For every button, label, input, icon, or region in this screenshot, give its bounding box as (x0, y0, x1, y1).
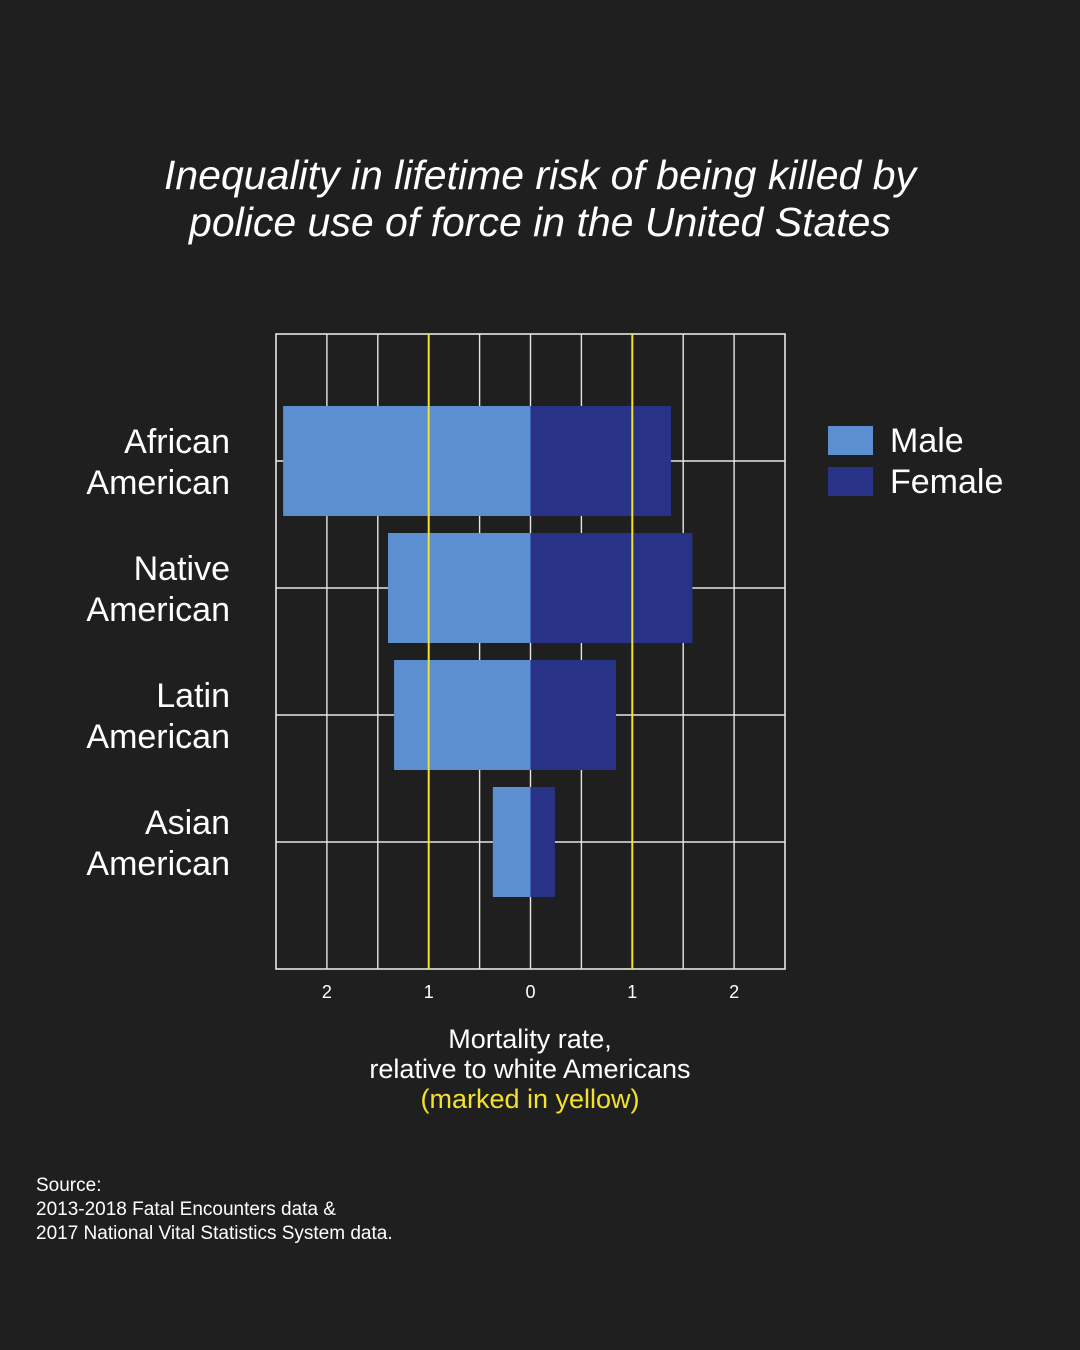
chart-title: Inequality in lifetime risk of being kil… (60, 152, 1020, 246)
source-line-1: Source: (36, 1175, 102, 1196)
bar-female (530, 787, 555, 897)
bar-male (387, 533, 531, 643)
bar-male (283, 406, 531, 516)
chart-canvas: AfricanAmericanNativeAmericanLatinAmeric… (86, 333, 1003, 1002)
legend-swatch-male (828, 426, 873, 455)
x-tick-label: 1 (627, 982, 637, 1002)
plot-frame (275, 333, 786, 970)
x-tick-label: 2 (322, 982, 332, 1002)
category-label: African (124, 423, 230, 461)
x-tick-label: 1 (424, 982, 434, 1002)
source-line-3: 2017 National Vital Statistics System da… (36, 1223, 393, 1244)
legend-swatch-female (828, 467, 873, 496)
bar-male (394, 660, 531, 770)
category-label: Native (134, 550, 230, 588)
x-axis-title-line-3: (marked in yellow) (420, 1084, 640, 1114)
category-label: Latin (156, 677, 230, 715)
legend-label-male: Male (890, 422, 964, 460)
category-label: American (86, 845, 230, 883)
source-line-2: 2013-2018 Fatal Encounters data & (36, 1199, 336, 1220)
x-axis-title-line-2: relative to white Americans (369, 1054, 691, 1084)
x-tick-label: 2 (729, 982, 739, 1002)
category-label: American (86, 718, 230, 756)
x-axis-title-line-1: Mortality rate, (448, 1024, 612, 1054)
x-axis-title: Mortality rate, relative to white Americ… (280, 1024, 780, 1114)
chart-title-line-1: Inequality in lifetime risk of being kil… (163, 152, 917, 198)
source-note: Source: 2013-2018 Fatal Encounters data … (36, 1174, 393, 1246)
bar-female (530, 533, 693, 643)
category-label: Asian (145, 804, 230, 842)
x-tick-label: 0 (525, 982, 535, 1002)
bar-female (530, 660, 617, 770)
category-label: American (86, 591, 230, 629)
category-label: American (86, 464, 230, 502)
bar-female (530, 406, 671, 516)
chart-title-line-2: police use of force in the United States (189, 199, 891, 245)
legend-label-female: Female (890, 463, 1003, 501)
bar-male (492, 787, 531, 897)
